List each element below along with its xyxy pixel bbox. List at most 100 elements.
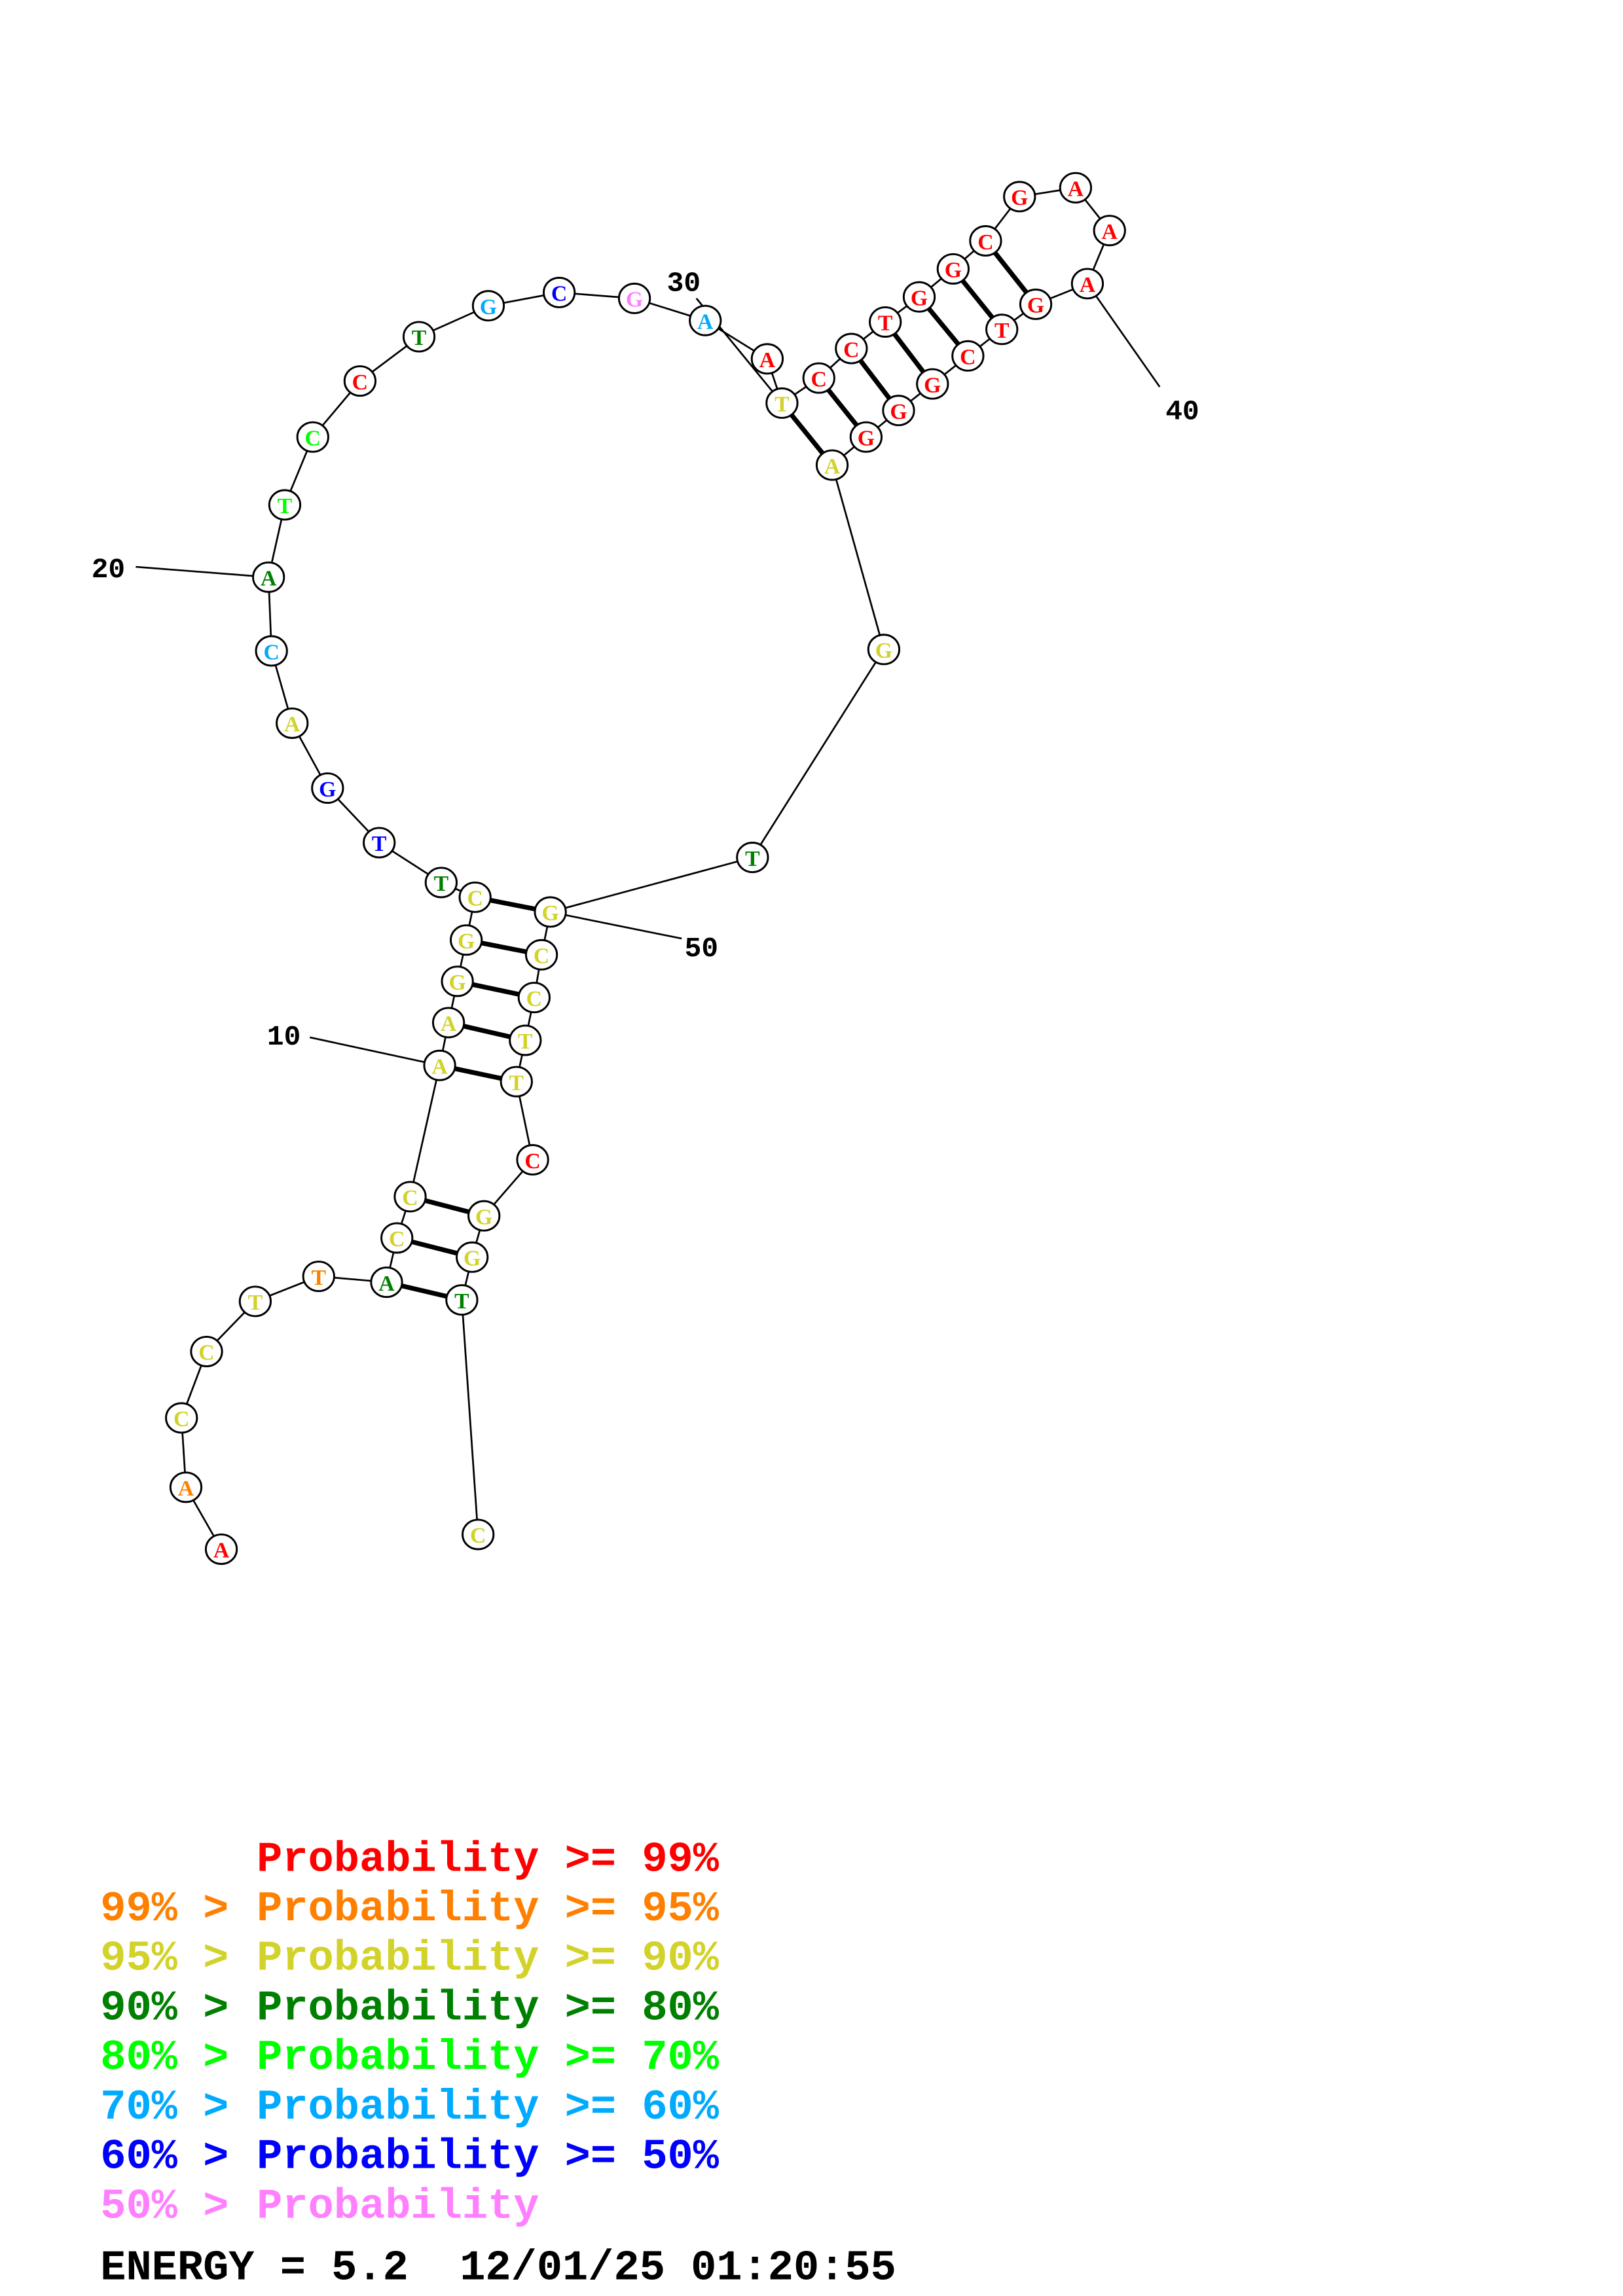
energy-footer: ENERGY = 5.2 12/01/25 01:20:55 [100,2244,896,2293]
nucleotide-circle [882,395,915,427]
nucleotide-circle [424,867,458,899]
position-labels: 10 20 30 40 50 [92,268,1199,1067]
nucleotide-circle [169,1471,203,1503]
nucleotide: A [1093,215,1126,247]
nucleotide: C [524,939,558,971]
nucleotide-circle [1059,171,1093,204]
nucleotide-circle [1070,268,1104,300]
nucleotide: A [1070,268,1104,300]
nucleotide-letter: T [312,1266,327,1290]
nucleotide-circle [1019,288,1053,320]
probability-legend: Probability >= 99%99% > Probability >= 9… [100,1835,720,2231]
nucleotide-letter: A [1080,273,1096,297]
nucleotide-letter: C [843,338,859,362]
nucleotide: G [902,281,936,313]
nucleotide: G [617,282,651,314]
nucleotide: C [543,276,576,308]
nucleotide: C [393,1181,427,1213]
nucleotide-circle [467,1200,501,1232]
nucleotide-circle [456,1241,489,1273]
nucleotide: C [835,332,868,365]
position-label-leader [309,1036,440,1067]
nucleotide-letter: G [541,901,558,925]
legend-row: 80% > Probability >= 70% [100,2034,720,2082]
nucleotide: G [1019,288,1053,320]
nucleotide-letter: G [475,1205,492,1229]
nucleotide: T [736,842,769,874]
nucleotide-circle [252,561,285,593]
nucleotide-letter: C [467,887,483,911]
nucleotide: A [169,1471,203,1503]
legend-prefix: 95% > [100,1935,254,1983]
nucleotide-letter: A [178,1477,194,1501]
nucleotide: C [951,340,985,372]
nucleotide: G [916,368,949,400]
nucleotide: C [458,881,492,913]
nucleotide-circle [238,1285,272,1318]
nucleotide-letter: C [198,1341,214,1365]
nucleotide-letter: A [1068,177,1084,202]
nucleotide-letter: G [911,286,928,310]
nucleotide-letter: C [173,1407,189,1431]
nucleotide: G [471,290,505,322]
nucleotide-circle [765,387,799,419]
nucleotide-letter: G [945,259,962,283]
position-label-leader [550,911,682,940]
legend-label: Probability >= 60% [257,2083,720,2132]
nucleotide-circle [462,1518,495,1551]
nucleotide-letter: A [431,1055,448,1079]
nucleotide-circle [509,1024,542,1056]
nucleotide: G [467,1200,501,1232]
nucleotide-letter: A [213,1539,230,1563]
nucleotide: G [936,253,970,285]
legend-row: 95% > Probability >= 90% [100,1935,720,1983]
nucleotide-letter: G [319,778,336,802]
nucleotide: G [882,395,915,427]
nucleotide-circle [916,368,949,400]
nucleotide: G [1003,181,1036,213]
backbone-segment [461,1300,479,1535]
nucleotide-circle [458,881,492,913]
nucleotide-letter: A [759,348,776,372]
nucleotide-letter: G [480,295,497,319]
nucleotide: C [517,982,551,1014]
nucleotide-letter: C [305,427,321,451]
nucleotide-letter: G [875,639,892,663]
nucleotide-letter: G [1011,186,1028,210]
nucleotide-circle [471,290,505,322]
legend-label: Probability >= 70% [257,2034,720,2082]
position-label: 20 [92,554,125,586]
nucleotide-letter: A [261,567,277,591]
nucleotide: C [190,1336,223,1368]
nucleotide: C [380,1222,414,1254]
nucleotide-circle [516,1144,549,1176]
nucleotide: A [431,1007,465,1039]
nucleotide-letter: C [977,230,993,255]
nucleotide: T [238,1285,272,1318]
nucleotide: T [268,489,302,521]
position-label: 30 [667,268,701,300]
nucleotide-letter: G [858,427,875,451]
position-label-leader [1086,283,1161,387]
nucleotide: G [867,634,901,666]
nucleotide: T [402,321,436,353]
nucleotide: T [302,1261,335,1293]
nucleotide-circle [517,982,551,1014]
nucleotide: C [255,635,288,667]
nucleotide-circle [302,1261,335,1293]
nucleotide-letter: G [890,400,907,424]
nucleotide-circle [268,489,302,521]
position-label-leader [136,565,269,579]
nucleotide: G [849,421,883,453]
nucleotide-circle [311,772,344,804]
nucleotide: C [462,1518,495,1551]
nucleotide: T [445,1284,479,1316]
nucleotide: T [424,867,458,899]
nucleotide-letter: C [470,1524,486,1548]
nucleotide-letter: T [994,319,1010,343]
nucleotide-circle [380,1222,414,1254]
position-label: 10 [267,1021,301,1053]
nucleotide-circle [255,635,288,667]
nucleotide-letter: A [378,1272,395,1296]
nucleotide-letter: C [389,1227,405,1251]
